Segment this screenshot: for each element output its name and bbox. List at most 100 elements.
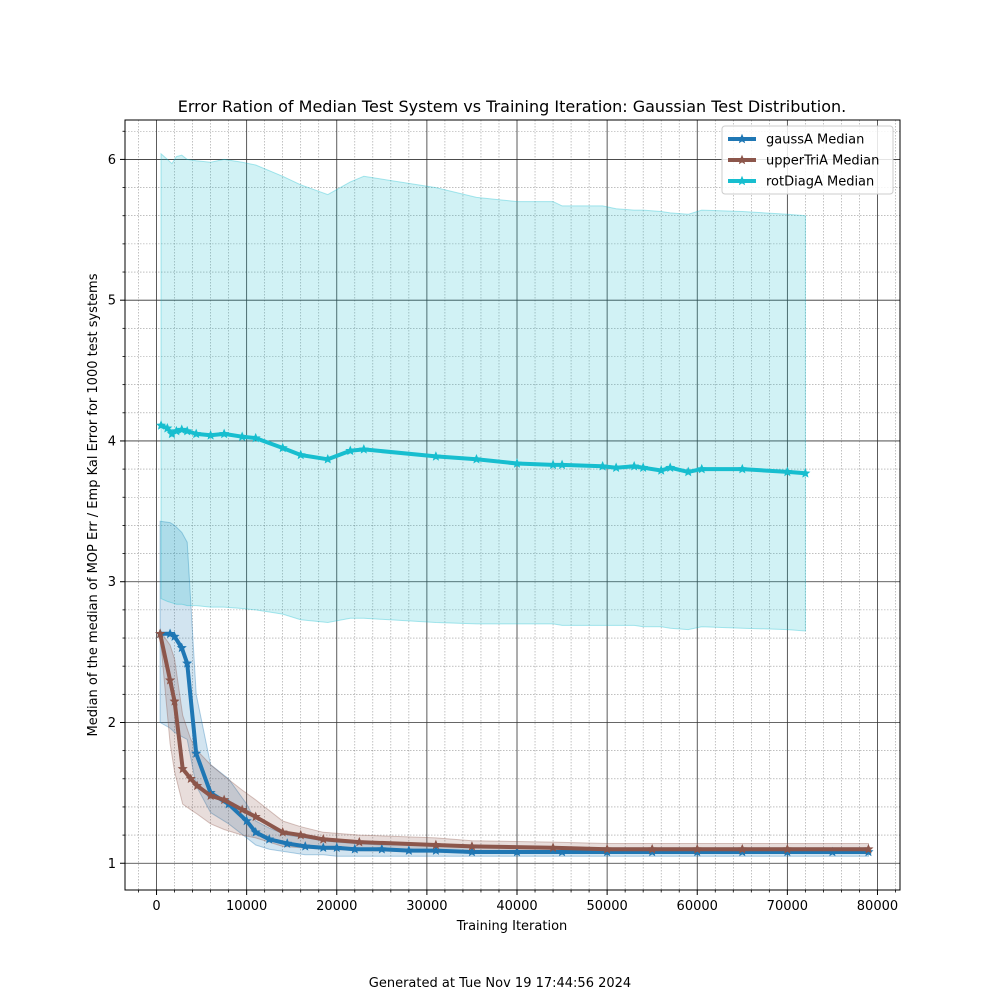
data-point [629, 461, 640, 471]
data-point [191, 748, 202, 758]
data-point [430, 451, 441, 461]
legend-label: upperTriA Median [766, 154, 879, 169]
data-point [602, 843, 613, 854]
data-point [638, 462, 649, 472]
data-point [737, 463, 748, 474]
y-axis-ticks: 1 2 3 4 5 6 [108, 130, 125, 872]
y-axis-label: Median of the median of MOP Err / Emp Ka… [86, 273, 101, 736]
data-point [295, 449, 306, 460]
x-tick-label: 0 [152, 899, 160, 914]
data-point [696, 463, 707, 474]
data-point [665, 462, 676, 472]
data-point [322, 453, 333, 464]
data-point [557, 459, 568, 470]
data-point [176, 424, 187, 434]
data-point [354, 836, 365, 847]
data-point [358, 444, 369, 454]
data-point [782, 466, 793, 477]
data-point [165, 674, 176, 685]
median-lines [155, 420, 874, 857]
confidence-band [159, 520, 869, 857]
x-axis-label: Training Iteration [456, 919, 568, 934]
data-point [237, 804, 248, 815]
data-point [219, 428, 230, 439]
x-tick-label: 50000 [586, 899, 627, 914]
data-point [192, 780, 203, 791]
data-point [205, 790, 216, 800]
confidence-bands [159, 152, 869, 857]
data-point [548, 842, 559, 853]
data-point [656, 465, 667, 475]
data-point [466, 841, 477, 851]
data-point [219, 794, 230, 805]
data-point [237, 431, 248, 442]
y-tick-label: 5 [108, 294, 116, 309]
data-point [277, 827, 288, 837]
x-tick-label: 70000 [767, 899, 808, 914]
data-point [295, 829, 306, 840]
data-point [169, 696, 180, 706]
data-point [250, 811, 261, 822]
data-point [692, 843, 703, 854]
data-point [282, 838, 293, 848]
data-point [376, 843, 387, 854]
x-tick-label: 60000 [677, 899, 718, 914]
data-point [182, 425, 193, 436]
x-tick-label: 10000 [226, 899, 267, 914]
data-point [185, 773, 196, 784]
data-point [471, 453, 482, 464]
legend-marker [736, 175, 748, 186]
data-point [737, 843, 748, 854]
data-point [511, 458, 523, 468]
plot-frame [124, 119, 901, 891]
legend-marker [736, 133, 748, 144]
data-point [155, 628, 166, 639]
data-point [782, 843, 793, 854]
chart-title: Error Ration of Median Test System vs Tr… [178, 97, 847, 116]
minor-grid [125, 120, 900, 890]
data-point [557, 846, 568, 857]
y-tick-label: 1 [108, 857, 116, 872]
x-tick-label: 40000 [496, 899, 537, 914]
data-point [300, 841, 311, 851]
x-tick-label: 80000 [857, 899, 898, 914]
data-point [176, 642, 187, 653]
data-point [241, 815, 252, 826]
data-point [182, 658, 193, 668]
data-point [548, 459, 559, 470]
data-point [511, 846, 523, 857]
confidence-band [160, 152, 806, 632]
data-point [403, 845, 414, 855]
plot-background [125, 120, 900, 890]
data-point [318, 842, 329, 853]
legend-marker [736, 154, 748, 165]
legend-box [721, 125, 894, 195]
data-point [162, 422, 173, 433]
data-point [331, 842, 342, 853]
data-point [863, 843, 874, 854]
data-point [264, 834, 275, 844]
data-point [683, 466, 694, 477]
data-point [191, 428, 202, 439]
x-tick-label: 20000 [316, 899, 357, 914]
data-point [800, 468, 811, 478]
data-point [177, 763, 188, 774]
data-point [250, 432, 261, 443]
data-point [169, 631, 180, 641]
y-tick-label: 3 [108, 575, 116, 590]
legend-label: gaussA Median [766, 133, 864, 148]
data-point [205, 430, 216, 440]
x-tick-label: 30000 [406, 899, 447, 914]
generated-timestamp: Generated at Tue Nov 19 17:44:56 2024 [368, 976, 632, 991]
data-point [349, 843, 360, 854]
data-point [466, 846, 477, 857]
data-point [611, 462, 622, 472]
x-axis-ticks: 0 10000 20000 30000 40000 50000 60000 70000 8000… [138, 890, 898, 914]
legend-label: rotDiagA Median [766, 175, 874, 190]
data-point [250, 827, 261, 837]
data-point [318, 834, 329, 844]
data-point [647, 843, 658, 854]
y-tick-label: 6 [108, 153, 116, 168]
data-point [277, 442, 288, 453]
